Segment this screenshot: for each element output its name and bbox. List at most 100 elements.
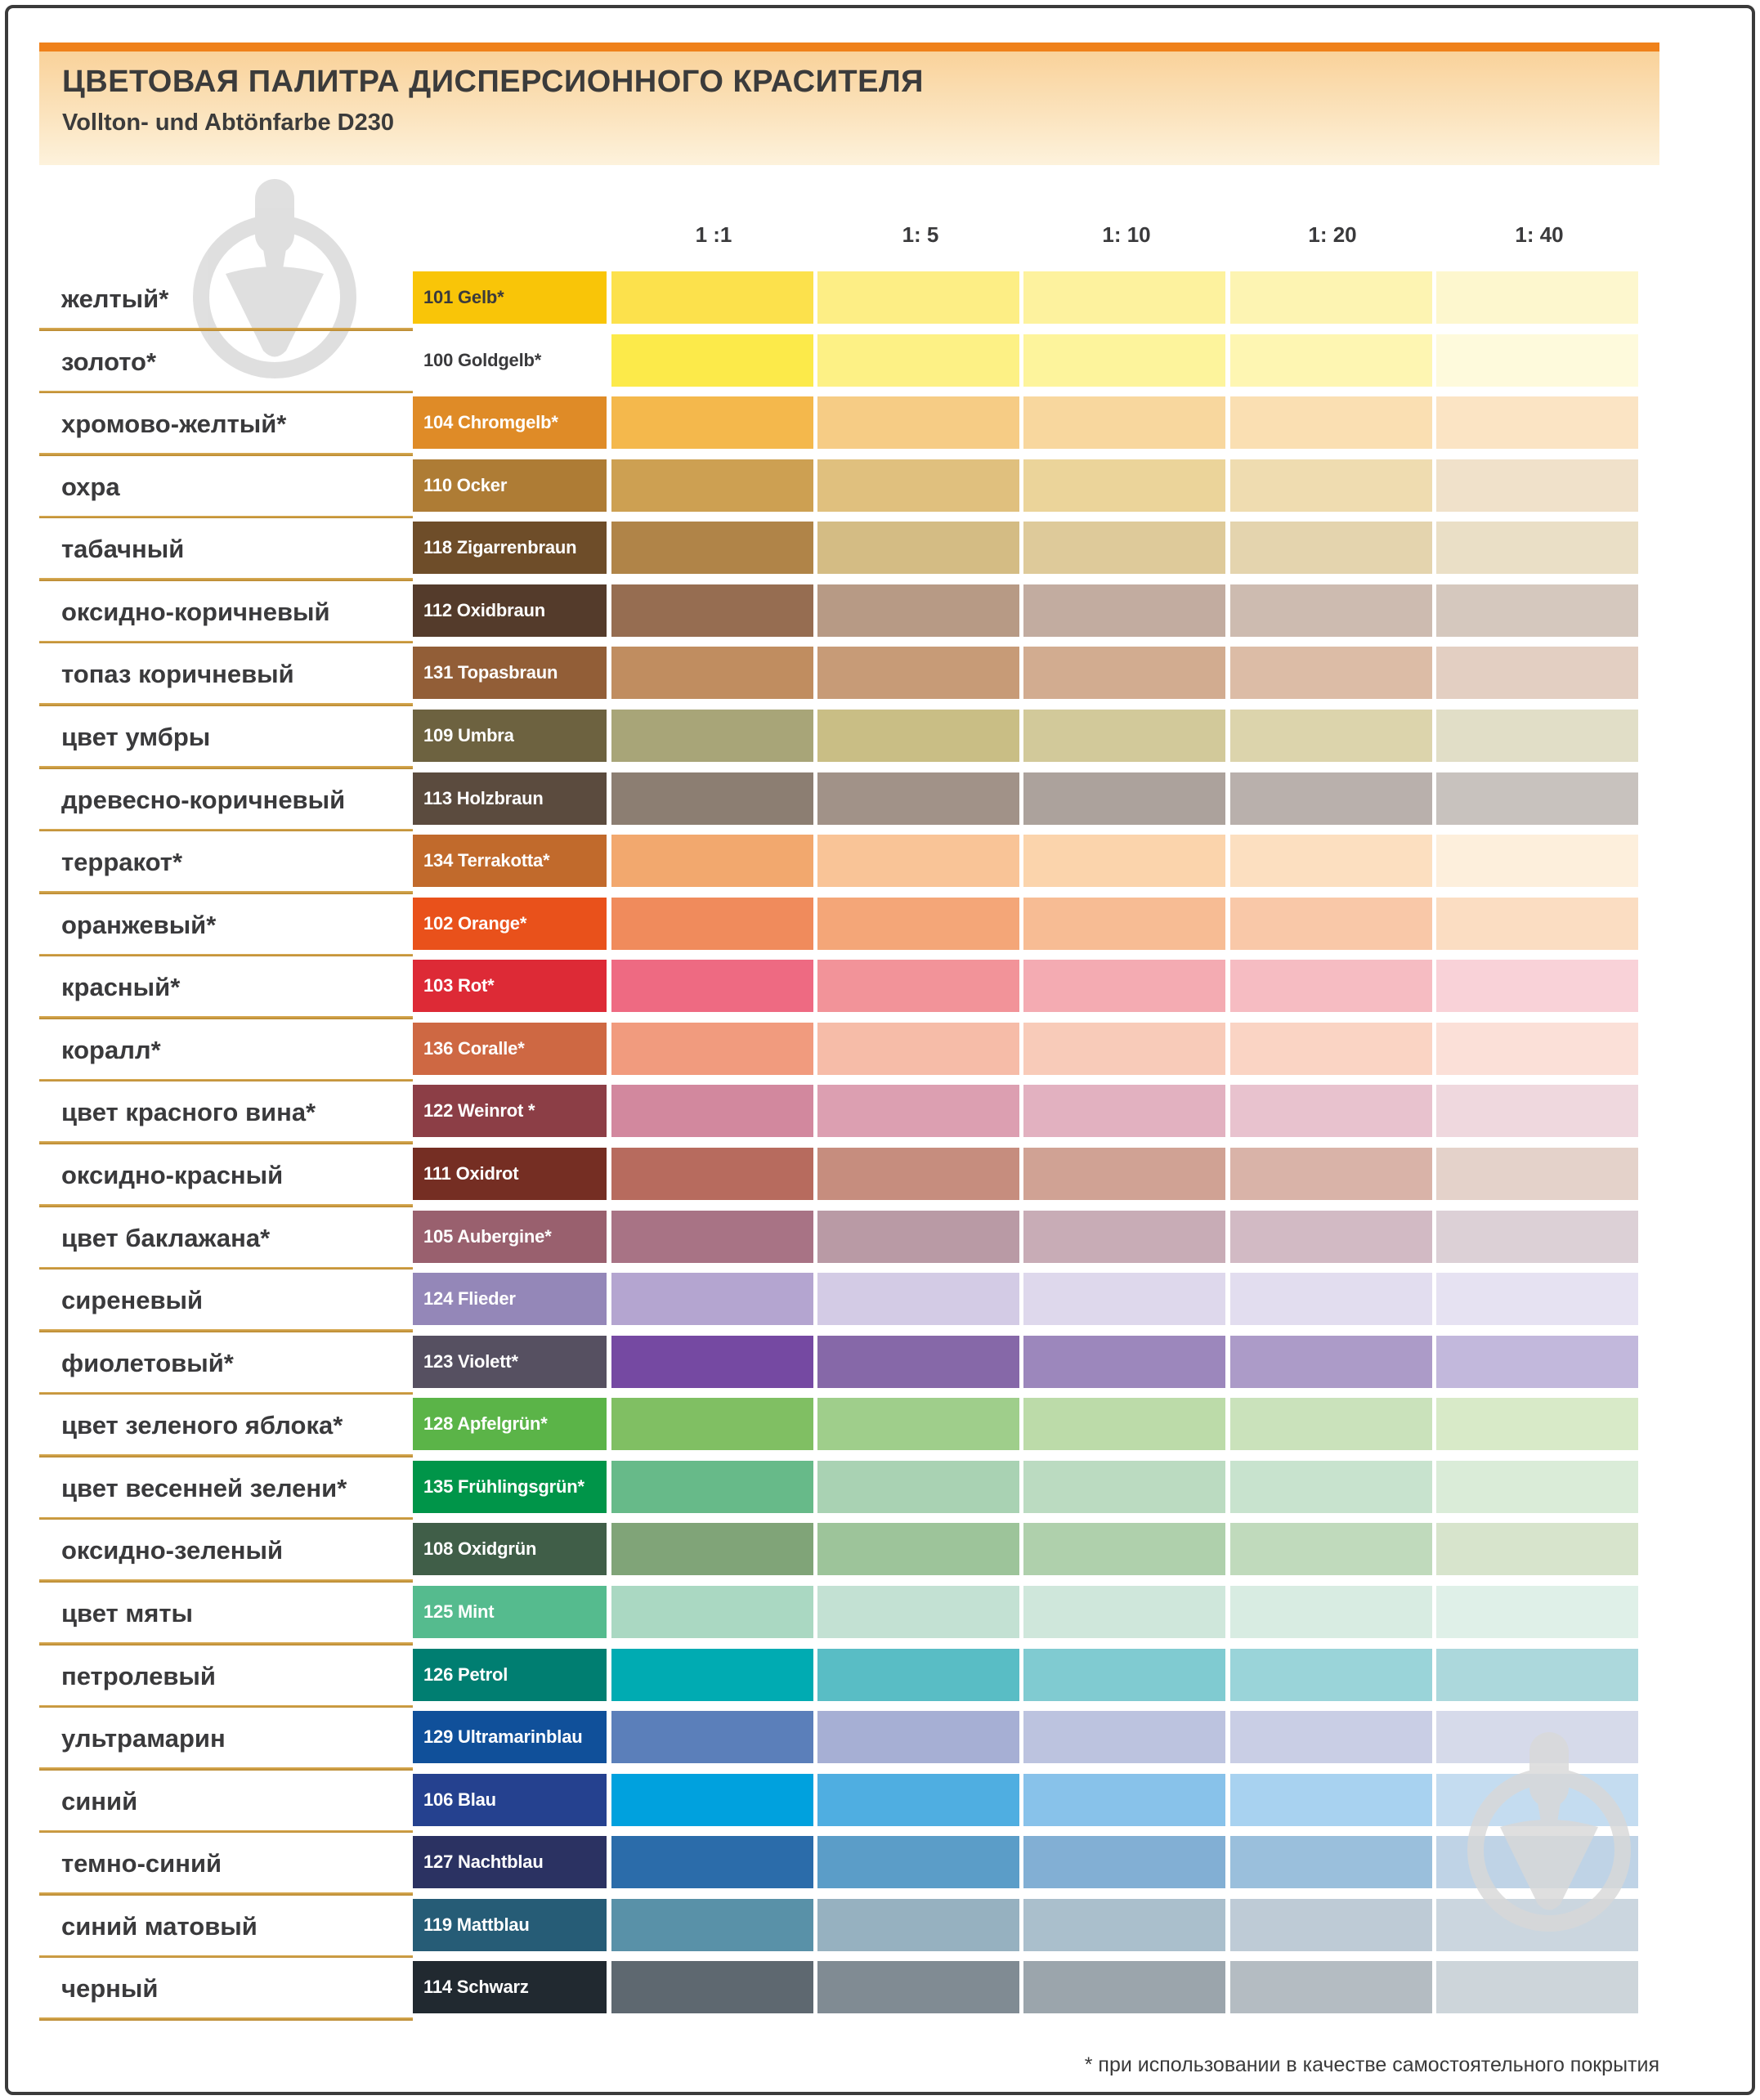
row-separator — [39, 453, 413, 456]
dilution-swatch-1:40 — [1436, 1335, 1638, 1388]
dilution-swatch-1:20 — [1230, 1398, 1432, 1451]
row-label: коралл* — [61, 1035, 161, 1064]
dilution-swatch-1:1 — [611, 1085, 813, 1138]
row-separator — [39, 328, 413, 331]
color-code-label: 118 Zigarrenbraun — [423, 537, 577, 558]
dilution-swatch-1:10 — [1023, 1460, 1225, 1513]
row-label: табачный — [61, 535, 185, 564]
dilution-swatch-1:10 — [1023, 1022, 1225, 1075]
color-code-cell: 124 Flieder — [413, 1273, 607, 1326]
row-label: охра — [61, 472, 120, 501]
dilution-swatch-1:5 — [817, 1648, 1019, 1701]
dilution-swatch-1:10 — [1023, 1085, 1225, 1138]
row-separator — [39, 1329, 413, 1332]
dilution-swatch-1:40 — [1436, 271, 1638, 324]
dilution-swatch-1:10 — [1023, 584, 1225, 637]
dilution-swatch-1:10 — [1023, 334, 1225, 387]
color-code-label: 111 Oxidrot — [423, 1162, 519, 1184]
dilution-swatch-1:10 — [1023, 709, 1225, 762]
dilution-swatch-1:20 — [1230, 459, 1432, 512]
dilution-swatch-1:5 — [817, 1523, 1019, 1576]
dilution-header: 1: 5 — [902, 222, 939, 247]
color-code-label: 108 Oxidgrün — [423, 1538, 537, 1560]
dilution-swatch-1:40 — [1436, 1836, 1638, 1889]
dilution-swatch-1:1 — [611, 522, 813, 575]
color-code-label: 124 Flieder — [423, 1288, 516, 1310]
dilution-swatch-1:1 — [611, 396, 813, 450]
dilution-swatch-1:20 — [1230, 1335, 1432, 1388]
dilution-swatch-1:5 — [817, 522, 1019, 575]
color-code-label: 127 Nachtblau — [423, 1851, 544, 1873]
dilution-swatch-1:20 — [1230, 396, 1432, 450]
dilution-swatch-1:10 — [1023, 1210, 1225, 1263]
dilution-swatch-1:20 — [1230, 271, 1432, 324]
dilution-swatch-1:1 — [611, 1210, 813, 1263]
row-separator — [39, 515, 413, 519]
dilution-swatch-1:1 — [611, 960, 813, 1013]
dilution-swatch-1:40 — [1436, 584, 1638, 637]
color-code-label: 110 Ocker — [423, 474, 508, 495]
row-label: оранжевый* — [61, 910, 217, 939]
dilution-swatch-1:5 — [817, 1711, 1019, 1764]
dilution-swatch-1:5 — [817, 459, 1019, 512]
row-label: синий матовый — [61, 1911, 258, 1941]
color-code-cell: 110 Ocker — [413, 459, 607, 512]
row-label: желтый* — [61, 284, 169, 313]
header-gradient: ЦВЕТОВАЯ ПАЛИТРА ДИСПЕРСИОННОГО КРАСИТЕЛ… — [39, 51, 1659, 165]
color-code-label: 126 Petrol — [423, 1663, 508, 1685]
color-code-label: 109 Umbra — [423, 724, 514, 746]
dilution-swatch-1:40 — [1436, 1273, 1638, 1326]
color-code-cell: 128 Apfelgrün* — [413, 1398, 607, 1451]
row-separator — [39, 1204, 413, 1207]
color-code-label: 106 Blau — [423, 1789, 496, 1810]
dilution-swatch-1:5 — [817, 1147, 1019, 1200]
dilution-swatch-1:10 — [1023, 459, 1225, 512]
color-code-label: 123 Violett* — [423, 1350, 518, 1372]
dilution-swatch-1:5 — [817, 1773, 1019, 1826]
row-separator — [39, 2017, 413, 2021]
dilution-swatch-1:40 — [1436, 1773, 1638, 1826]
dilution-swatch-1:1 — [611, 709, 813, 762]
dilution-swatch-1:40 — [1436, 1210, 1638, 1263]
dilution-swatch-1:5 — [817, 897, 1019, 950]
color-code-cell: 131 Topasbraun — [413, 647, 607, 700]
dilution-swatch-1:40 — [1436, 396, 1638, 450]
color-code-label: 100 Goldgelb* — [423, 349, 542, 370]
color-code-cell: 122 Weinrot * — [413, 1085, 607, 1138]
row-separator — [39, 1892, 413, 1896]
dilution-swatch-1:20 — [1230, 1898, 1432, 1951]
color-code-cell: 104 Chromgelb* — [413, 396, 607, 450]
dilution-swatch-1:5 — [817, 271, 1019, 324]
color-code-cell: 103 Rot* — [413, 960, 607, 1013]
dilution-swatch-1:1 — [611, 1898, 813, 1951]
dilution-swatch-1:1 — [611, 1335, 813, 1388]
dilution-swatch-1:40 — [1436, 1898, 1638, 1951]
color-code-label: 101 Gelb* — [423, 287, 504, 307]
color-code-label: 105 Aubergine* — [423, 1225, 552, 1247]
dilution-swatch-1:40 — [1436, 334, 1638, 387]
color-code-label: 129 Ultramarinblau — [423, 1726, 583, 1748]
dilution-swatch-1:40 — [1436, 1085, 1638, 1138]
row-separator — [39, 390, 413, 394]
dilution-swatch-1:20 — [1230, 1273, 1432, 1326]
dilution-swatch-1:40 — [1436, 522, 1638, 575]
dilution-swatch-1:10 — [1023, 1585, 1225, 1638]
row-label: цвет зеленого яблока* — [61, 1411, 343, 1440]
color-code-cell: 129 Ultramarinblau — [413, 1711, 607, 1764]
color-code-label: 128 Apfelgrün* — [423, 1413, 548, 1435]
dilution-swatch-1:1 — [611, 772, 813, 825]
dilution-swatch-1:5 — [817, 1085, 1019, 1138]
color-code-cell: 123 Violett* — [413, 1335, 607, 1388]
dilution-swatch-1:5 — [817, 772, 1019, 825]
color-code-cell: 105 Aubergine* — [413, 1210, 607, 1263]
color-code-cell: 119 Mattblau — [413, 1898, 607, 1951]
row-separator — [39, 703, 413, 706]
dilution-swatch-1:10 — [1023, 271, 1225, 324]
row-label: ультрамарин — [61, 1724, 226, 1753]
dilution-swatch-1:5 — [817, 1398, 1019, 1451]
row-label: петролевый — [61, 1661, 216, 1690]
dilution-swatch-1:1 — [611, 584, 813, 637]
dilution-swatch-1:1 — [611, 1961, 813, 2014]
dilution-swatch-1:5 — [817, 709, 1019, 762]
